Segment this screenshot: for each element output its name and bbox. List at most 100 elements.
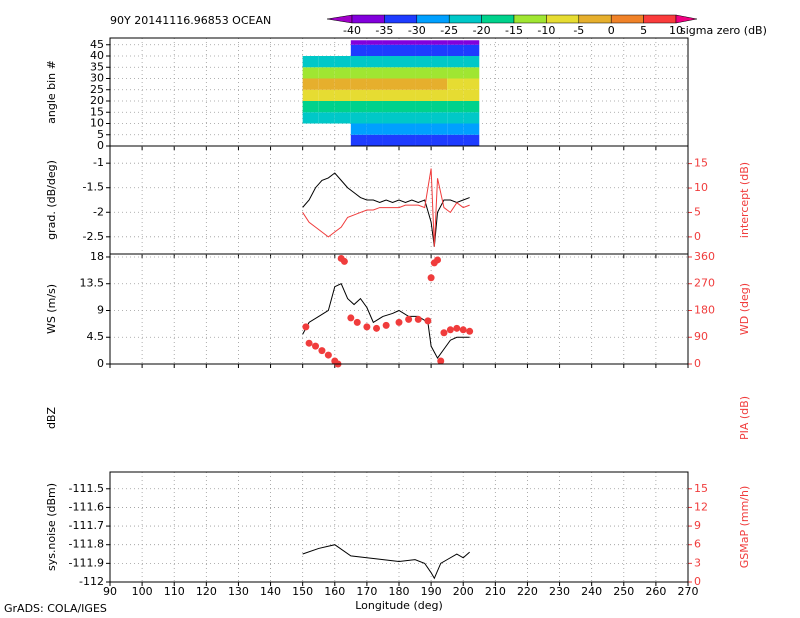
y2-tick-label: 10 (694, 181, 708, 194)
y2-tick-label: 270 (694, 277, 715, 290)
heatmap-cell (415, 123, 432, 135)
data-line (302, 283, 470, 359)
data-point (363, 323, 371, 331)
heatmap-cell (350, 112, 367, 124)
colorbar-tick-label: -40 (343, 24, 361, 37)
heatmap-cell (399, 67, 416, 79)
colorbar-segment (675, 14, 698, 24)
y-tick-label: -2.5 (83, 230, 104, 243)
x-tick-label: 130 (228, 585, 249, 598)
heatmap-cell (399, 40, 416, 45)
heatmap-cell (463, 134, 480, 146)
data-point (312, 342, 320, 350)
heatmap-cell (334, 101, 351, 113)
heatmap-cell (350, 89, 367, 101)
heatmap-cell (463, 101, 480, 113)
colorbar-segment (384, 14, 418, 24)
data-point (382, 321, 390, 329)
panel-frame (109, 253, 689, 365)
heatmap-cell (447, 40, 464, 45)
heatmap-cell (302, 101, 319, 113)
y2-tick-label: 180 (694, 303, 715, 316)
colorbar-label: sigma zero (dB) (680, 24, 767, 37)
heatmap-cell (447, 123, 464, 135)
y-tick-label: 9 (97, 303, 104, 316)
heatmap-cell (318, 67, 335, 79)
heatmap-cell (366, 134, 383, 146)
heatmap-cell (399, 89, 416, 101)
y-axis-label: WS (m/s) (45, 284, 58, 334)
panel-frame (109, 471, 689, 583)
heatmap-cell (399, 123, 416, 135)
colorbar-tick-label: 0 (608, 24, 615, 37)
data-point (466, 327, 474, 335)
y2-axis-label: GSMaP (mm/h) (738, 486, 751, 569)
heatmap-cell (366, 101, 383, 113)
heatmap-cell (447, 67, 464, 79)
heatmap-cell (431, 67, 448, 79)
y-axis-label: sys.noise (dBm) (45, 483, 58, 571)
heatmap-cell (399, 44, 416, 56)
colorbar-tick-label: -35 (375, 24, 393, 37)
colorbar-tick-label: -25 (440, 24, 458, 37)
heatmap-cell (415, 101, 432, 113)
data-point (414, 315, 422, 323)
colorbar-segment (351, 14, 385, 24)
heatmap-cell (350, 123, 367, 135)
colorbar-tick-label: -20 (473, 24, 491, 37)
heatmap-cell (447, 89, 464, 101)
data-point (437, 357, 445, 365)
heatmap-cell (350, 78, 367, 90)
heatmap-cell (366, 40, 383, 45)
heatmap-cell (431, 78, 448, 90)
heatmap-cell (415, 78, 432, 90)
heatmap-cell (382, 56, 399, 68)
y-tick-label: -2 (93, 205, 104, 218)
heatmap-cell (366, 44, 383, 56)
heatmap-cell (382, 40, 399, 45)
y-tick-label: 18 (90, 250, 104, 263)
x-tick-label: 110 (164, 585, 185, 598)
data-point (424, 317, 432, 325)
x-tick-label: 230 (549, 585, 570, 598)
x-tick-label: 100 (132, 585, 153, 598)
heatmap-cell (366, 89, 383, 101)
y-axis-label: angle bin # (45, 60, 58, 124)
data-point (318, 347, 326, 355)
data-line (302, 172, 470, 247)
heatmap-cell (302, 67, 319, 79)
x-tick-label: 250 (613, 585, 634, 598)
heatmap-cell (463, 78, 480, 90)
x-tick-label: 140 (260, 585, 281, 598)
y-tick-label: 4.5 (87, 330, 105, 343)
heatmap-cell (334, 78, 351, 90)
colorbar-segment (448, 14, 482, 24)
data-point (305, 339, 313, 347)
y-tick-label: 15 (90, 105, 104, 118)
heatmap-cell (415, 67, 432, 79)
heatmap-cell (399, 134, 416, 146)
heatmap-cell (431, 101, 448, 113)
y2-tick-label: 360 (694, 250, 715, 263)
heatmap-cell (415, 134, 432, 146)
y-tick-label: 13.5 (80, 277, 105, 290)
y-tick-label: -1.5 (83, 181, 104, 194)
y-axis-label: grad. (dB/deg) (45, 160, 58, 240)
y2-tick-label: 90 (694, 330, 708, 343)
heatmap-cell (302, 78, 319, 90)
y-tick-label: -1 (93, 156, 104, 169)
heatmap-cell (366, 67, 383, 79)
heatmap-cell (318, 101, 335, 113)
colorbar-segment (546, 14, 580, 24)
y2-axis-label: WD (deg) (738, 283, 751, 335)
heatmap-cell (382, 67, 399, 79)
heatmap-cell (399, 56, 416, 68)
y-tick-label: 5 (97, 128, 104, 141)
y2-tick-label: 15 (694, 157, 708, 170)
y-tick-label: 0 (97, 139, 104, 152)
data-point (395, 318, 403, 326)
data-point (347, 314, 355, 322)
heatmap-cell (350, 134, 367, 146)
heatmap-cell (415, 89, 432, 101)
